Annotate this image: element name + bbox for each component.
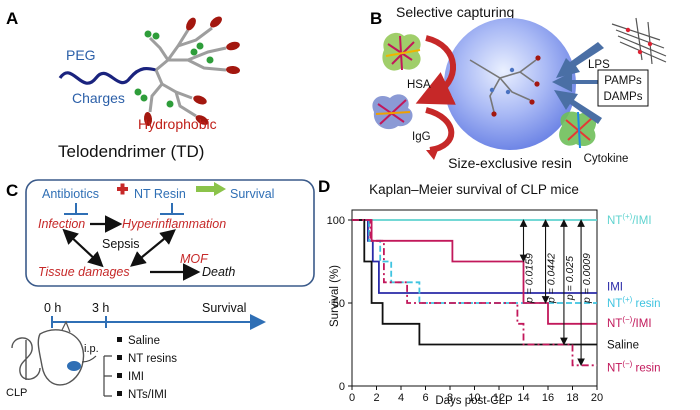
treatment-nts-imi: NTs/IMI bbox=[128, 389, 167, 401]
legend-label-3: NT(−)/IMI bbox=[607, 315, 652, 330]
charge-groups bbox=[134, 30, 214, 108]
panel-letter-d: D bbox=[318, 177, 330, 196]
series-line-2 bbox=[352, 219, 597, 304]
pamps-label: PAMPs bbox=[604, 75, 642, 87]
green-arrow-icon bbox=[196, 182, 226, 196]
chart-frame bbox=[351, 209, 598, 387]
hydrophobic-label: Hydrophobic bbox=[138, 116, 217, 132]
lps-molecule-icon bbox=[611, 17, 667, 65]
pvalue-label-0: p = 0.0159 bbox=[524, 253, 536, 304]
time-3h: 3 h bbox=[92, 301, 109, 315]
pvalue-label-1: p = 0.0442 bbox=[546, 253, 558, 304]
mof-label: MOF bbox=[180, 252, 209, 266]
hsa-reject-arrow bbox=[415, 35, 457, 105]
lps-label: LPS bbox=[588, 59, 610, 71]
resin-inhibit-icon bbox=[160, 203, 184, 215]
selective-capturing-title: Selective capturing bbox=[396, 4, 514, 20]
igg-reject-arrow bbox=[425, 107, 455, 153]
pvalue-label-3: p = 0.0009 bbox=[581, 253, 593, 304]
panel-d: D Kaplan–Meier survival of CLP mice 0 2 4 6… bbox=[318, 177, 660, 407]
x-tick-label: 6 bbox=[422, 392, 428, 404]
x-tick-label: 2 bbox=[373, 392, 379, 404]
clp-label: CLP bbox=[6, 387, 27, 399]
death-label: Death bbox=[202, 265, 235, 279]
treatment-list: Saline NT resins IMI NTs/IMI bbox=[117, 335, 177, 401]
x-tick-label: 12 bbox=[493, 392, 505, 404]
capture-arrows bbox=[552, 42, 604, 124]
legend-label-4: Saline bbox=[607, 340, 639, 352]
hsa-protein-icon bbox=[382, 32, 421, 71]
dendron-arms bbox=[148, 26, 227, 118]
x-tick-label: 0 bbox=[349, 392, 355, 404]
hydrophobic-groups bbox=[143, 16, 240, 126]
hsa-label: HSA bbox=[407, 79, 431, 91]
y-axis-label: Survival (%) bbox=[329, 265, 341, 327]
cytokine-label: Cytokine bbox=[584, 153, 629, 165]
x-tick-label: 20 bbox=[591, 392, 603, 404]
tissue-damages-label: Tissue damages bbox=[38, 265, 130, 279]
legend-label-5: NT(−) resin bbox=[607, 360, 660, 375]
x-tick-label: 16 bbox=[542, 392, 554, 404]
charges-label: Charges bbox=[72, 90, 125, 106]
antibiotics-label: Antibiotics bbox=[42, 187, 99, 201]
x-tick-label: 4 bbox=[398, 392, 404, 404]
treatment-imi: IMI bbox=[128, 371, 144, 383]
y-tick-label: 0 bbox=[339, 381, 345, 393]
x-tick-label: 10 bbox=[468, 392, 480, 404]
series-line-3 bbox=[352, 219, 597, 325]
injection-site-icon bbox=[67, 361, 81, 371]
antibiotics-inhibit-icon bbox=[64, 203, 88, 215]
peg-chain bbox=[58, 66, 157, 85]
panel-c: C Antibiotics NT Resin Survival Infectio… bbox=[6, 179, 315, 401]
hyperinflammation-label: Hyperinflammation bbox=[122, 217, 226, 231]
panel-letter-a: A bbox=[6, 9, 18, 28]
legend-label-0: NT(+)/IMI bbox=[607, 212, 652, 227]
legend-label-2: NT(+) resin bbox=[607, 295, 660, 310]
igg-label: IgG bbox=[412, 131, 431, 143]
telodendrimer-caption: Telodendrimer (TD) bbox=[58, 142, 204, 161]
resin-telodendrimer bbox=[469, 59, 537, 113]
survival-chart: 0 2 4 6 8 10 12 14 16 18 20 0 50 100 p = 0.0159 p = 0.0… bbox=[327, 209, 660, 404]
ip-label: i.p. bbox=[84, 343, 99, 355]
series-line-4 bbox=[352, 219, 597, 346]
x-tick-label: 18 bbox=[566, 392, 578, 404]
mouse-icon bbox=[37, 329, 85, 386]
plus-icon bbox=[117, 183, 128, 195]
intestine-icon bbox=[11, 337, 41, 380]
nt-resin-label: NT Resin bbox=[134, 187, 186, 201]
chart-title: Kaplan–Meier survival of CLP mice bbox=[369, 182, 579, 197]
resin-label: Size-exclusive resin bbox=[448, 155, 572, 171]
treatment-nt-resins: NT resins bbox=[128, 353, 177, 365]
cytokine-protein-icon bbox=[559, 111, 597, 149]
panel-letter-b: B bbox=[370, 9, 382, 28]
survival-timeline-label: Survival bbox=[202, 301, 246, 315]
time-0h: 0 h bbox=[44, 301, 61, 315]
infection-label: Infection bbox=[38, 217, 85, 231]
x-tick-label: 8 bbox=[447, 392, 453, 404]
igg-protein-icon bbox=[372, 94, 413, 130]
survival-top-label: Survival bbox=[230, 187, 274, 201]
damps-label: DAMPs bbox=[604, 91, 643, 103]
treatment-saline: Saline bbox=[128, 335, 160, 347]
panel-a: A bbox=[6, 9, 240, 161]
y-tick-label: 100 bbox=[327, 215, 345, 227]
pamps-damps-box bbox=[597, 69, 649, 107]
peg-label: PEG bbox=[66, 47, 96, 63]
panel-b: B Selective capturing bbox=[370, 4, 667, 171]
series-line-1 bbox=[352, 219, 597, 294]
pvalue-label-2: p = 0.025 bbox=[564, 256, 576, 301]
resin-bead bbox=[444, 18, 576, 150]
legend-label-1: IMI bbox=[607, 281, 623, 293]
sepsis-label: Sepsis bbox=[102, 237, 140, 251]
panel-letter-c: C bbox=[6, 181, 18, 200]
x-axis-label: Days post-CLP bbox=[435, 395, 513, 407]
y-tick-label: 50 bbox=[333, 298, 345, 310]
x-tick-label: 14 bbox=[517, 392, 529, 404]
